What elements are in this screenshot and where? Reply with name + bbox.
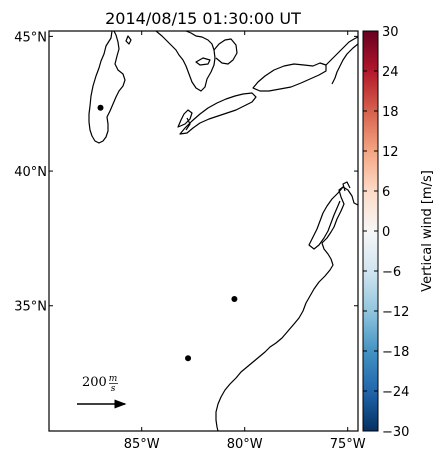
colorbar-tick-label: −24 <box>382 385 409 400</box>
manitoulin-island <box>195 57 211 66</box>
colorbar: 30 24 18 12 6 0 −6 −12 −18 −24 −30 Vertical wind [… <box>362 25 435 440</box>
colorbar-tick-label: −6 <box>382 265 401 280</box>
lake-michigan-shoreline <box>88 31 126 144</box>
lon-tick-label: 75°W <box>330 437 366 452</box>
map-panel: 200 m s 45°N 40°N 35°N 85°W 80°W 75°W <box>14 30 366 452</box>
station-marker <box>97 104 104 111</box>
georgian-bay-shoreline <box>213 38 238 65</box>
colorbar-tick-label: 0 <box>382 225 390 240</box>
map-frame <box>48 30 359 432</box>
colorbar-tick-label: 6 <box>382 185 390 200</box>
st-lawrence-shoreline <box>325 36 358 66</box>
station-markers <box>97 104 238 362</box>
station-marker <box>185 355 192 362</box>
erie-west-detail <box>177 109 193 128</box>
atlantic-coastline <box>215 186 358 431</box>
map-axes: 45°N 40°N 35°N 85°W 80°W 75°W <box>14 30 366 452</box>
lon-tick-label: 85°W <box>124 437 160 452</box>
lake-erie-shoreline <box>179 92 257 135</box>
colorbar-tick-label: −30 <box>382 425 409 440</box>
reference-magnitude: 200 <box>82 375 107 390</box>
lake-huron-shoreline <box>155 31 216 92</box>
thunder-bay-peninsula <box>125 35 132 45</box>
colorbar-tick-label: −12 <box>382 305 409 320</box>
lat-tick-label: 35°N <box>14 300 47 315</box>
northeast-coast <box>331 43 358 85</box>
colorbar-tick-label: 12 <box>382 145 399 160</box>
colorbar-tick-label: 18 <box>382 105 399 120</box>
colorbar-label: Vertical wind [m/s] <box>420 170 435 292</box>
station-marker <box>231 296 238 303</box>
colorbar-tick-label: 30 <box>382 25 399 40</box>
colorbar-ticks: 30 24 18 12 6 0 −6 −12 −18 −24 −30 <box>363 25 409 440</box>
reference-unit-denominator: s <box>111 384 116 394</box>
colorbar-tick-label: −18 <box>382 345 409 360</box>
reference-vector: 200 m s <box>77 374 127 409</box>
lat-tick-label: 40°N <box>14 165 47 180</box>
delaware-bay-shoreline <box>342 181 351 192</box>
detroit-river <box>185 117 191 131</box>
colorbar-tick-label: 24 <box>382 65 399 80</box>
lon-tick-label: 80°W <box>227 437 263 452</box>
reference-unit-numerator: m <box>109 374 118 384</box>
map-title: 2014/08/15 01:30:00 UT <box>105 9 301 28</box>
lat-tick-label: 45°N <box>14 30 47 45</box>
chesapeake-bay-shoreline <box>308 186 344 250</box>
